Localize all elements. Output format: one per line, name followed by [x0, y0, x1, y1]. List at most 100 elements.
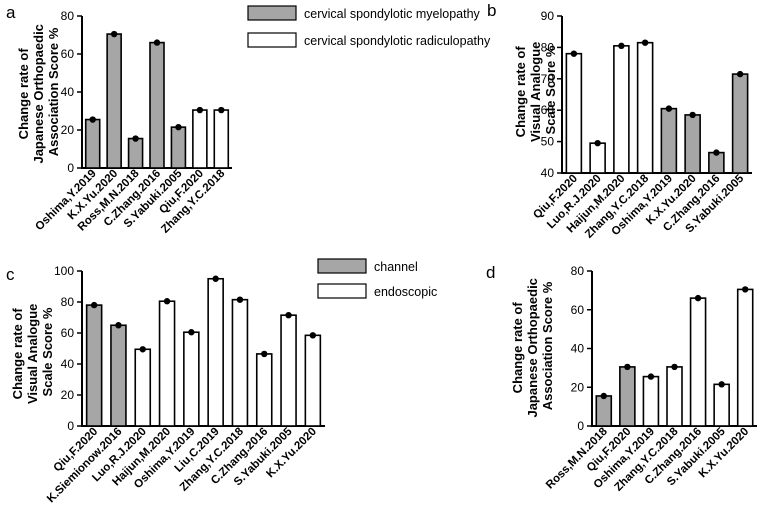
data-point — [261, 350, 268, 358]
legend-channel-endoscopic: channel endoscopic — [317, 258, 437, 299]
bar — [127, 137, 144, 169]
data-point — [236, 296, 244, 303]
data-point — [175, 123, 182, 131]
data-point — [624, 363, 631, 371]
data-point — [718, 381, 725, 388]
y-axis-title-line: Visual Analogue — [528, 42, 543, 142]
y-tick-label: 60 — [541, 103, 555, 117]
bar — [589, 142, 606, 174]
y-tick-label: 40 — [61, 85, 75, 99]
y-axis-title-line: Japanese Orthopaedic — [31, 24, 46, 163]
bar — [304, 334, 322, 427]
bar — [213, 109, 230, 169]
legend-swatch — [247, 32, 297, 48]
legend-label: channel — [374, 260, 418, 274]
y-axis-title-line: Change rate of — [510, 302, 525, 394]
legend-swatch — [317, 283, 367, 299]
bar — [660, 107, 678, 174]
bar — [255, 353, 273, 427]
data-point — [736, 70, 744, 78]
y-tick-label: 70 — [541, 72, 555, 86]
y-tick-label: 60 — [571, 303, 585, 317]
bar — [636, 41, 654, 174]
bar — [110, 324, 127, 427]
data-point — [115, 322, 122, 329]
data-point — [139, 346, 146, 353]
panel-a: a Change rate of Japanese Orthopaedic As… — [6, 3, 232, 236]
y-tick-label: 80 — [61, 9, 75, 23]
bar — [713, 383, 730, 427]
y-tick-label: 100 — [54, 264, 74, 278]
y-tick-label: 50 — [541, 135, 555, 149]
bar — [613, 45, 630, 174]
bar — [84, 118, 101, 169]
y-tick-label: 40 — [541, 166, 555, 180]
data-point — [570, 50, 578, 57]
y-axis-title: Change rate of Japanese Orthopaedic Asso… — [510, 274, 555, 417]
bar — [565, 52, 583, 174]
bar — [689, 297, 707, 427]
bar — [642, 375, 660, 427]
bar — [280, 314, 297, 427]
y-tick-label: 40 — [61, 357, 75, 371]
data-point — [641, 39, 649, 46]
y-tick-label: 80 — [541, 40, 555, 54]
y-tick-label: 40 — [571, 342, 585, 356]
y-tick-label: 20 — [61, 388, 75, 402]
y-axis-title-line: Association Score % — [540, 281, 555, 410]
data-point — [309, 332, 317, 339]
bar — [684, 114, 701, 174]
data-point — [212, 275, 219, 282]
y-axis-title: Change rate of Visual Analogue Scale Sco… — [10, 300, 55, 404]
panel-letter: a — [6, 3, 16, 22]
y-axis-title-line: Scale Score % — [40, 307, 55, 396]
y-tick-label: 20 — [61, 123, 75, 137]
y-axis-title-line: Association Score % — [46, 27, 61, 156]
data-point — [647, 373, 655, 380]
data-point — [671, 363, 678, 371]
bar — [158, 300, 176, 427]
data-point — [618, 42, 625, 50]
panel-d: d Change rate of Japanese Orthopaedic As… — [486, 263, 757, 494]
y-tick-label: 0 — [67, 161, 74, 175]
y-tick-label: 80 — [571, 264, 585, 278]
panel-b: b Change rate of Visual Analogue Scale S… — [487, 1, 752, 241]
bar — [170, 126, 187, 169]
legend-swatch — [317, 258, 367, 274]
bar — [149, 41, 165, 169]
bar — [207, 277, 224, 427]
data-point — [594, 139, 601, 147]
data-point — [89, 116, 96, 123]
y-tick-label: 90 — [541, 9, 555, 23]
y-tick-label: 20 — [571, 380, 585, 394]
plot-area: 020406080Oshima,Y.2019K.X.Yu.2020Ross,M.… — [33, 9, 232, 236]
y-tick-label: 80 — [61, 295, 75, 309]
y-tick-label: 0 — [67, 419, 74, 433]
legend-label: endoscopic — [374, 285, 437, 299]
panel-letter: c — [6, 265, 15, 284]
data-point — [694, 294, 702, 302]
legend-label: cervical spondylotic radiculopathy — [304, 34, 491, 48]
data-point — [689, 111, 696, 119]
y-axis-title: Change rate of Japanese Orthopaedic Asso… — [16, 20, 61, 163]
data-point — [742, 286, 749, 293]
legend-swatch — [247, 5, 297, 21]
y-axis-title-line: Change rate of — [513, 46, 528, 138]
y-axis-title: Change rate of Visual Analogue Scale Sco… — [513, 38, 558, 142]
data-point — [188, 329, 195, 336]
y-axis-title-line: Change rate of — [10, 308, 25, 400]
plot-area: 020406080100Qiu,F.2020K.Siemionow.2016Lu… — [45, 264, 325, 505]
bar — [666, 366, 683, 427]
data-point — [600, 392, 607, 400]
bar — [85, 304, 103, 427]
y-tick-label: 60 — [61, 326, 75, 340]
data-point — [285, 311, 292, 319]
data-point — [90, 301, 98, 309]
data-point — [110, 30, 118, 38]
y-axis-title-line: Japanese Orthopaedic — [525, 278, 540, 417]
data-point — [196, 106, 204, 114]
y-axis-title-line: Scale Score % — [543, 45, 558, 134]
bar — [106, 33, 122, 169]
y-axis-title-line: Visual Analogue — [25, 304, 40, 404]
